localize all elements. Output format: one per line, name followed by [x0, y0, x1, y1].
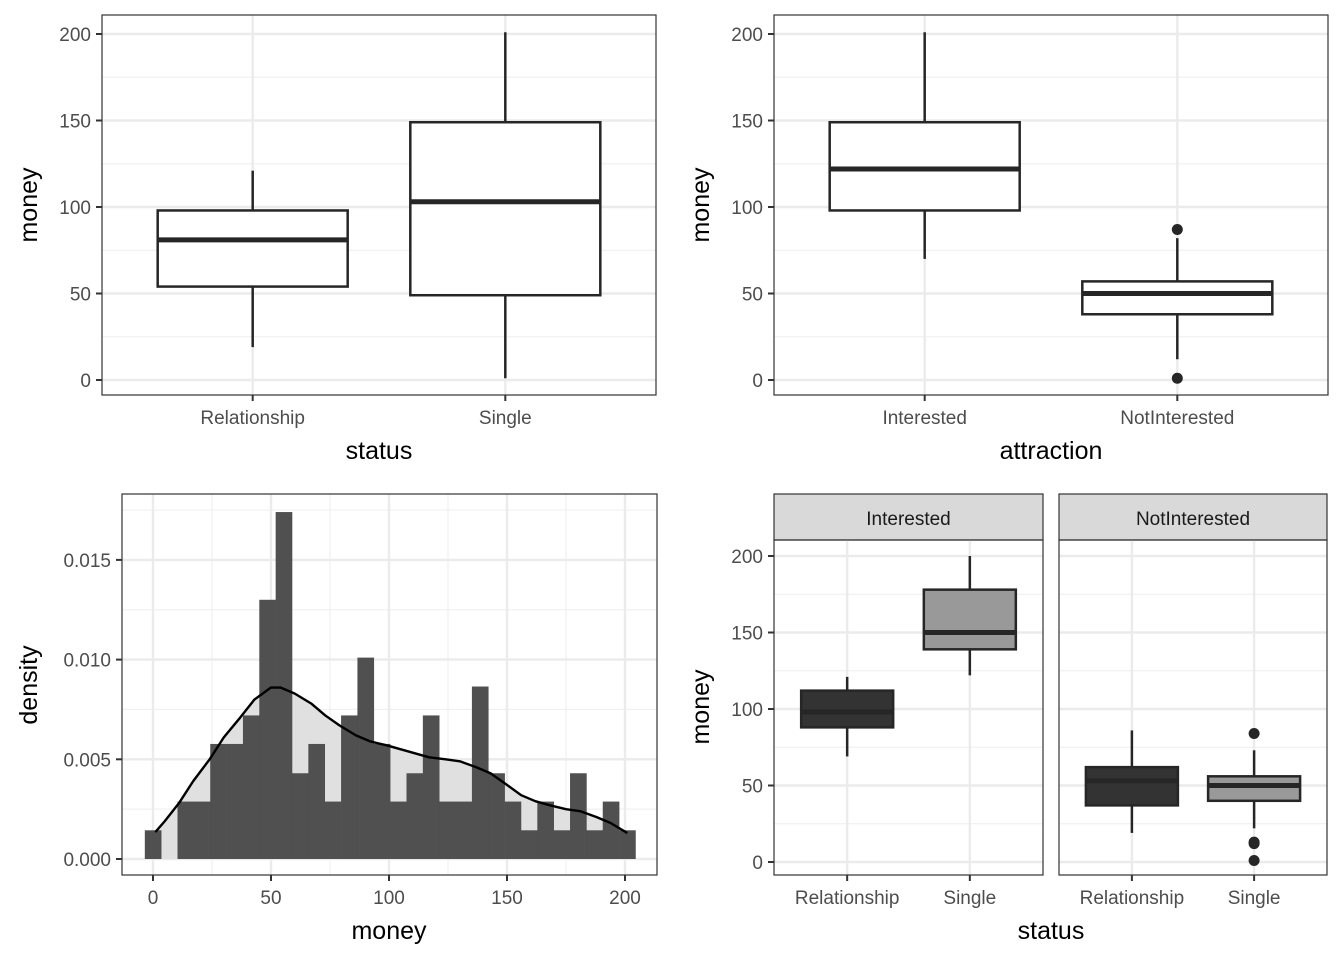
- x-tick-label: Interested: [882, 408, 967, 429]
- money-histogram-panel: money density 0.000 0.005 0.010 0.015 0 50 100…: [15, 493, 658, 945]
- histogram-bar: [570, 773, 587, 859]
- y-tick-label: 50: [70, 285, 91, 306]
- x-tick-label: Single: [1228, 888, 1281, 909]
- histogram-xlabel: money: [351, 917, 427, 945]
- y-tick-label: 150: [731, 624, 763, 645]
- y-tick-label: 0.010: [63, 651, 111, 672]
- box-relationship: [156, 209, 349, 288]
- histogram-bar: [242, 715, 260, 859]
- histogram-bar: [553, 830, 571, 859]
- histogram-bar: [602, 801, 620, 859]
- panel-frame: [773, 14, 1329, 396]
- density-curve: [154, 686, 628, 835]
- histogram-bar: [193, 801, 211, 859]
- histogram-bar: [390, 801, 407, 859]
- histogram-bar: [406, 773, 424, 859]
- box-relationship: [799, 689, 895, 729]
- y-tick-label: 0: [752, 853, 763, 874]
- histogram-bar: [226, 743, 244, 859]
- x-tick-label: 100: [373, 888, 405, 909]
- histogram-bar: [292, 773, 309, 859]
- faceted-boxplot-panel: status money Interested 0 50 100 150 200 Relat…: [687, 493, 1328, 945]
- histogram-bar: [455, 801, 473, 859]
- histogram-bar: [520, 830, 538, 859]
- x-tick-label: NotInterested: [1120, 408, 1234, 429]
- box-single: [1206, 775, 1302, 803]
- y-tick-label: 200: [731, 547, 763, 568]
- facet-strip: [1058, 493, 1328, 541]
- histogram-bar: [373, 743, 391, 859]
- y-tick-label: 50: [742, 777, 763, 798]
- histogram-bar: [357, 657, 375, 859]
- histogram-bar: [619, 830, 636, 859]
- histogram-bar: [210, 743, 227, 859]
- y-tick-label: 0.015: [63, 551, 111, 572]
- faceted-boxplot-ylabel: money: [687, 669, 715, 745]
- y-tick-label: 0: [80, 371, 91, 392]
- y-tick-label: 100: [731, 700, 763, 721]
- box-relationship: [1084, 765, 1180, 807]
- histogram-bar: [504, 801, 522, 859]
- facet-notinterested: NotInterested Relationship Single: [1058, 493, 1328, 909]
- histogram-bar: [308, 743, 326, 859]
- outlier-point: [1248, 854, 1260, 866]
- facet-interested: Interested 0 50 100 150 200 Relationship Single: [731, 493, 1044, 909]
- panel-frame: [773, 539, 1044, 876]
- histogram-ylabel: density: [15, 645, 43, 725]
- panel-frame: [121, 493, 658, 876]
- facet-strip-label: Interested: [866, 509, 951, 530]
- x-tick-label: 200: [609, 888, 641, 909]
- outlier-point: [1171, 372, 1183, 384]
- attraction-boxplot-ylabel: money: [687, 167, 715, 243]
- box-single: [409, 120, 602, 297]
- histogram-bar: [537, 801, 554, 859]
- status-boxplot-panel: status money 0 50 100 150 200 Relationship Sin…: [15, 14, 657, 465]
- histogram-bar: [275, 512, 293, 859]
- box-notinterested: [1081, 280, 1274, 316]
- histogram-bar: [422, 715, 440, 859]
- x-tick-label: Single: [479, 408, 532, 429]
- histogram-bar: [341, 715, 358, 859]
- faceted-boxplot-xlabel: status: [1018, 917, 1085, 945]
- outlier-point: [1248, 727, 1260, 739]
- x-tick-label: Single: [943, 888, 996, 909]
- histogram-bar: [177, 801, 195, 859]
- status-boxplot-ylabel: money: [15, 167, 43, 243]
- y-tick-label: 50: [742, 285, 763, 306]
- facet-strip-label: NotInterested: [1136, 509, 1250, 530]
- x-tick-label: Relationship: [795, 888, 900, 909]
- panel-frame: [101, 14, 657, 396]
- y-tick-label: 0: [752, 371, 763, 392]
- y-tick-label: 200: [59, 25, 91, 46]
- box-interested: [828, 120, 1021, 212]
- histogram-bar: [488, 773, 505, 859]
- x-tick-label: 150: [491, 888, 523, 909]
- histogram-bar: [144, 830, 162, 859]
- y-tick-label: 0.005: [63, 750, 111, 771]
- y-tick-label: 150: [731, 112, 763, 133]
- y-tick-label: 150: [59, 112, 91, 133]
- y-tick-label: 100: [731, 198, 763, 219]
- x-tick-label: Relationship: [200, 408, 305, 429]
- panel-frame: [1058, 539, 1328, 876]
- histogram-bar: [471, 686, 489, 859]
- histogram-bar: [439, 801, 456, 859]
- histogram-bar: [324, 801, 342, 859]
- x-tick-label: 0: [148, 888, 159, 909]
- status-boxplot-xlabel: status: [346, 437, 413, 465]
- outlier-point: [1248, 838, 1260, 850]
- x-tick-label: Relationship: [1080, 888, 1185, 909]
- facet-strip: [773, 493, 1044, 541]
- attraction-boxplot-xlabel: attraction: [1000, 437, 1103, 465]
- histogram-bar: [259, 599, 276, 859]
- outlier-point: [1171, 223, 1183, 235]
- box-single: [922, 588, 1018, 651]
- y-tick-label: 0.000: [63, 850, 111, 871]
- y-tick-label: 200: [731, 25, 763, 46]
- x-tick-label: 50: [260, 888, 281, 909]
- histogram-bar: [586, 830, 604, 859]
- attraction-boxplot-panel: attraction money 0 50 100 150 200 Interested N…: [687, 14, 1329, 465]
- y-tick-label: 100: [59, 198, 91, 219]
